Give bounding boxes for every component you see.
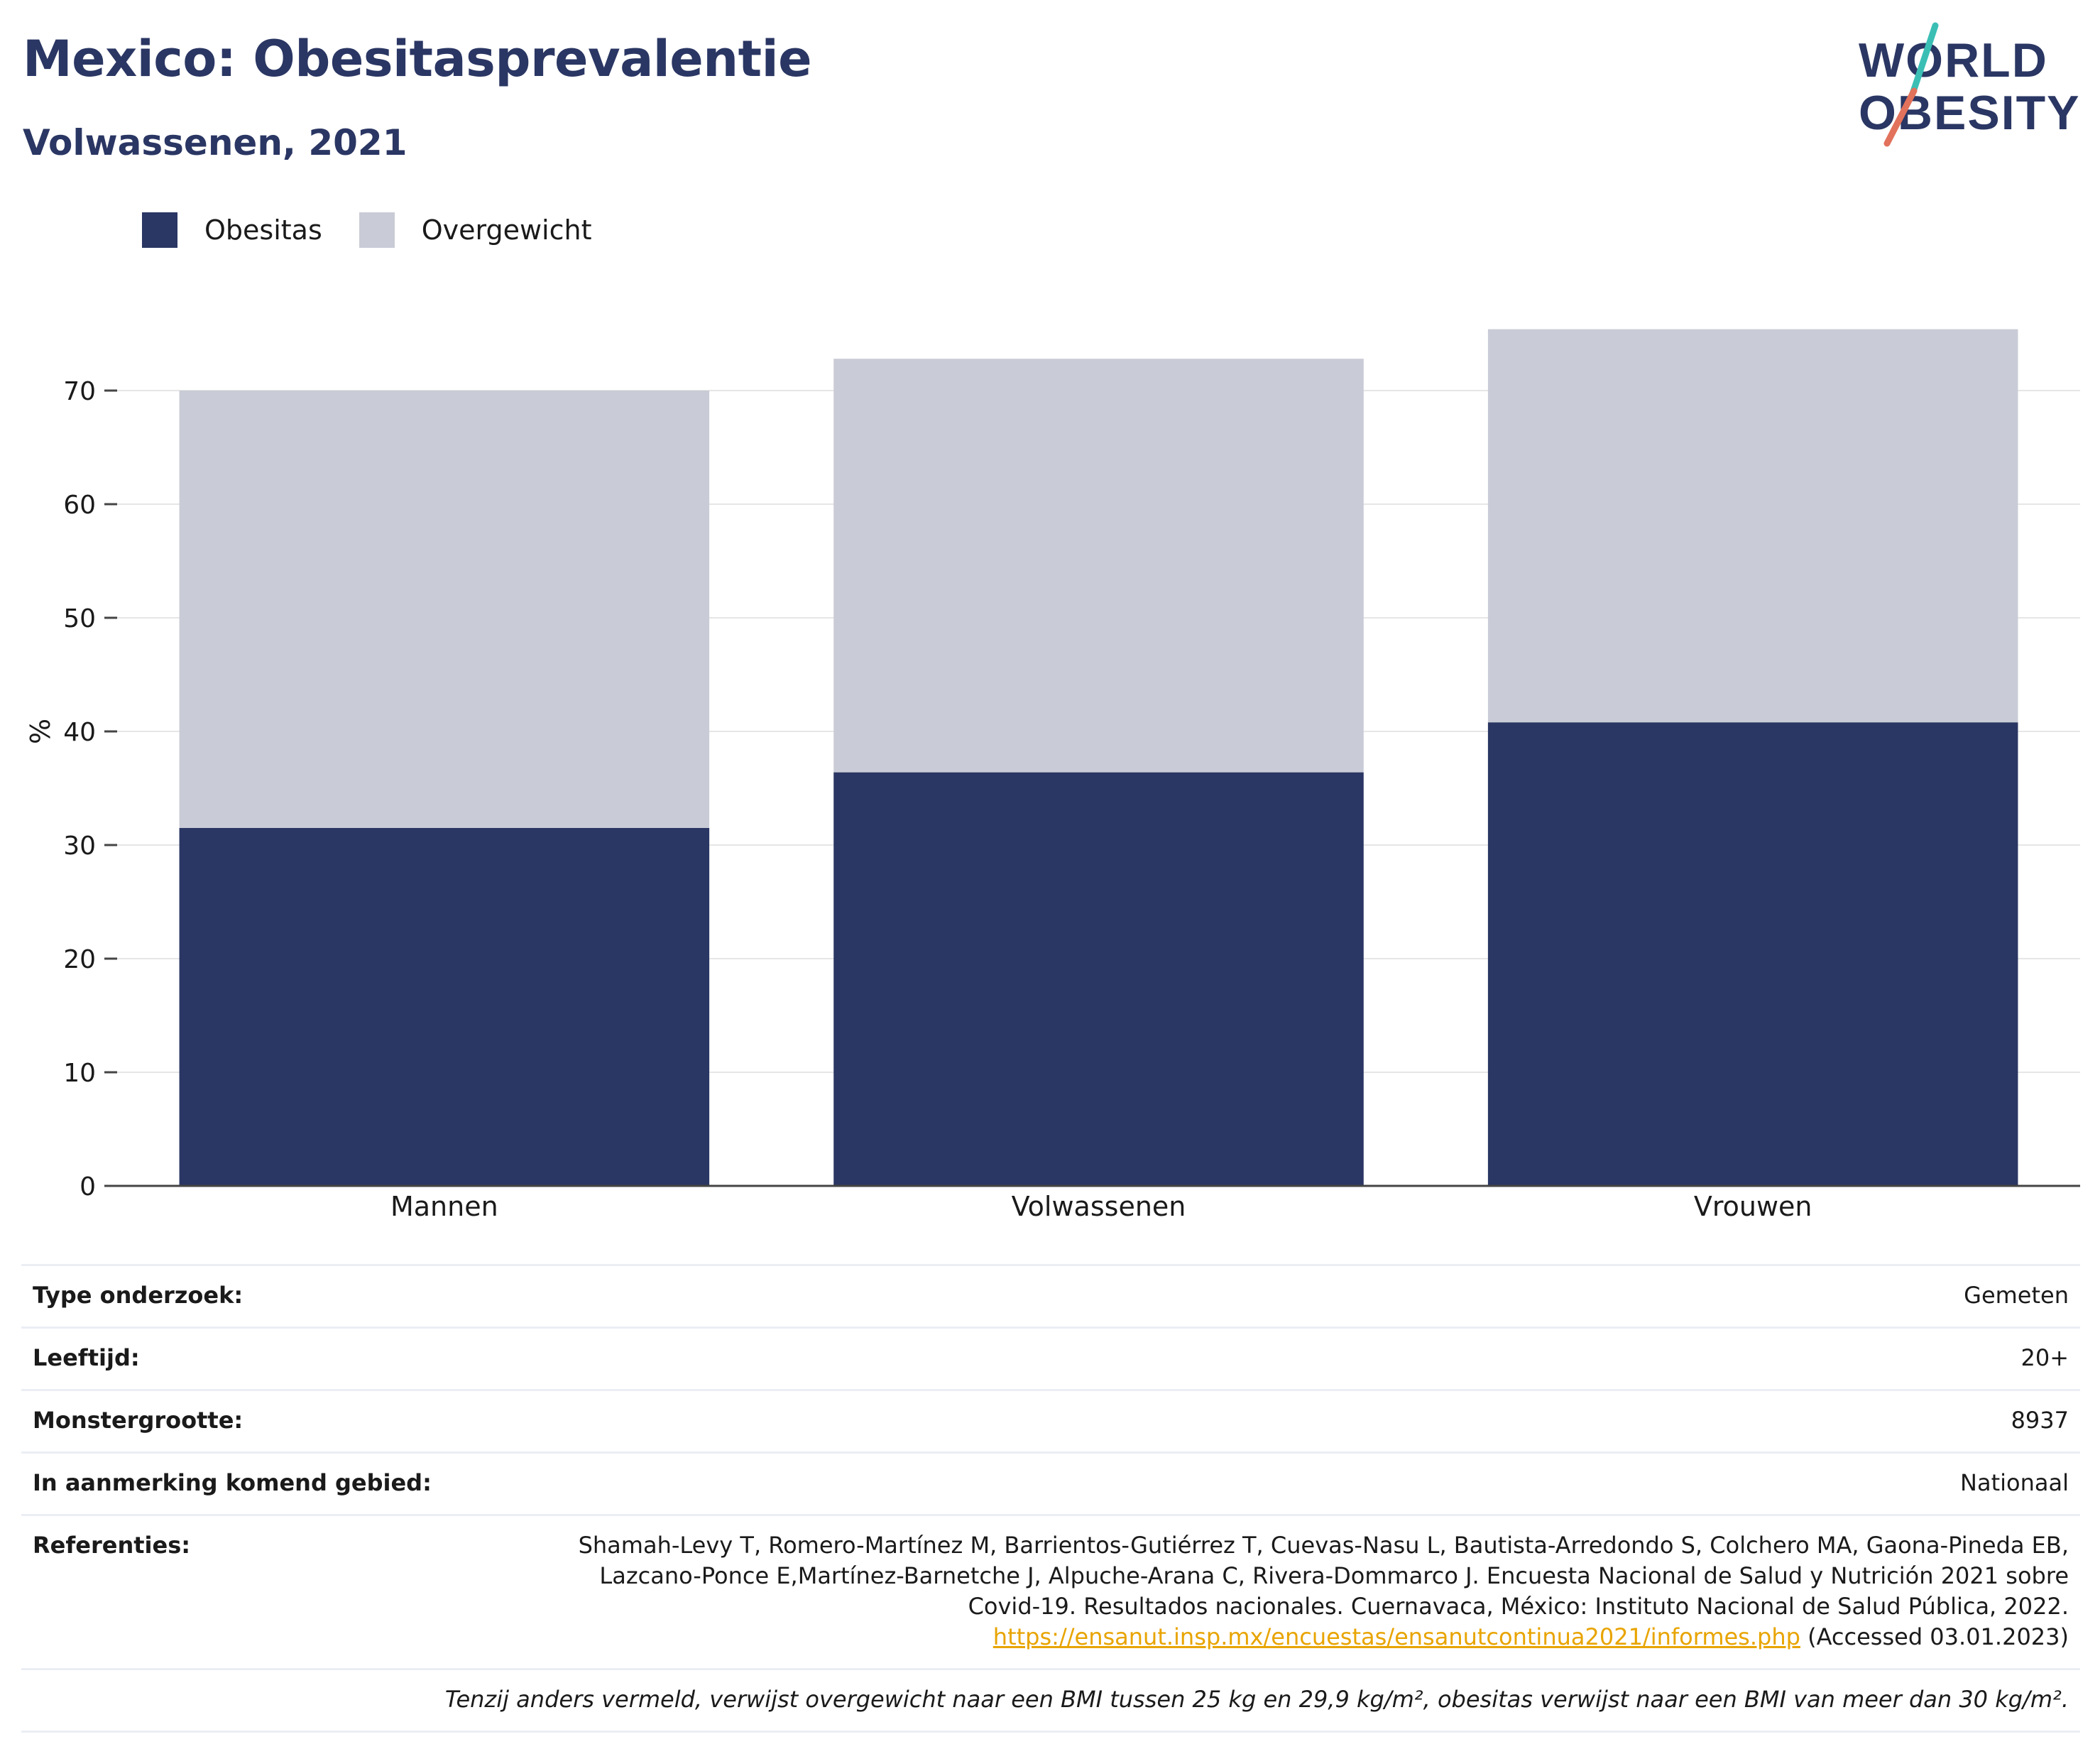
bar-obesitas-vrouwen	[1487, 722, 2018, 1186]
page-subtitle: Volwassenen, 2021	[23, 122, 408, 163]
info-value: 8937	[2011, 1407, 2069, 1434]
info-row-references: Referenties: Shamah-Levy T, Romero-Martí…	[21, 1514, 2080, 1668]
info-row-age: Leeftijd: 20+	[21, 1326, 2080, 1389]
y-tick-label: 30	[63, 832, 96, 861]
y-tick-label: 60	[63, 491, 96, 520]
x-tick-label: Vrouwen	[1694, 1191, 1812, 1221]
page-title: Mexico: Obesitasprevalentie	[23, 30, 812, 88]
x-tick-label: Mannen	[390, 1191, 498, 1221]
axes: Mannen Volwassenen Vrouwen 0 10 20 30 40 50 60 70%	[25, 377, 2080, 1221]
y-tick-label: 50	[63, 604, 96, 633]
info-row-sample-size: Monstergrootte: 8937	[21, 1389, 2080, 1451]
info-label: Type onderzoek:	[33, 1282, 244, 1309]
y-tick-label: 10	[63, 1059, 96, 1088]
world-obesity-logo: WORLD OBESITY	[1859, 22, 2079, 147]
bar-obesitas-volwassenen	[833, 772, 1364, 1186]
logo-slash-top	[1909, 22, 1939, 97]
bar-overgewicht-mannen	[179, 391, 710, 828]
reference-accessed: (Accessed 03.01.2023)	[1808, 1623, 2069, 1650]
y-tick-label: 20	[63, 945, 96, 974]
reference-link[interactable]: https://ensanut.insp.mx/encuestas/ensanu…	[992, 1623, 1800, 1650]
info-label: In aanmerking komend gebied:	[33, 1469, 432, 1496]
reference-line: Lazcano-Ponce E,Martínez-Barnetche J, Al…	[599, 1562, 2069, 1589]
y-tick-label: 40	[63, 718, 96, 747]
footnote: Tenzij anders vermeld, verwijst overgewi…	[21, 1668, 2080, 1733]
chart-legend: Obesitas Overgewicht	[142, 210, 629, 250]
info-label: Referenties:	[33, 1532, 191, 1559]
x-tick-label: Volwassenen	[1012, 1191, 1186, 1221]
stacked-bar-chart: Mannen Volwassenen Vrouwen 0 10 20 30 40 50 60 70%	[25, 329, 2080, 1221]
reference-line: Covid-19. Resultados nacionales. Cuernav…	[968, 1593, 2069, 1620]
bar-overgewicht-volwassenen	[833, 359, 1364, 773]
bars	[179, 329, 2018, 1186]
reference-text: Shamah-Levy T, Romero-Martínez M, Barrie…	[579, 1530, 2069, 1652]
reference-line: Shamah-Levy T, Romero-Martínez M, Barrie…	[578, 1532, 2069, 1559]
info-label: Leeftijd:	[33, 1344, 140, 1371]
info-value: Nationaal	[1960, 1469, 2069, 1496]
logo-slash-bottom	[1883, 87, 1918, 147]
legend-item-overgewicht[interactable]: Overgewicht	[359, 212, 592, 248]
legend-label-obesitas: Obesitas	[204, 214, 322, 246]
bar-obesitas-mannen	[179, 828, 710, 1186]
y-axis-label: %	[25, 719, 56, 744]
info-value: Gemeten	[1964, 1282, 2069, 1309]
legend-swatch-obesitas	[142, 212, 177, 248]
info-row-area: In aanmerking komend gebied: Nationaal	[21, 1451, 2080, 1514]
info-row-survey-type: Type onderzoek: Gemeten	[21, 1264, 2080, 1326]
info-value: 20+	[2020, 1344, 2069, 1371]
logo-text-world: WORLD	[1859, 33, 2048, 87]
info-label: Monstergrootte:	[33, 1407, 244, 1434]
legend-label-overgewicht: Overgewicht	[421, 214, 592, 246]
legend-item-obesitas[interactable]: Obesitas	[142, 212, 322, 248]
bar-overgewicht-vrouwen	[1487, 329, 2018, 723]
survey-info-table: Type onderzoek: Gemeten Leeftijd: 20+ Mo…	[21, 1264, 2080, 1733]
y-tick-label: 70	[63, 377, 96, 406]
legend-swatch-overgewicht	[359, 212, 395, 248]
y-tick-label: 0	[80, 1172, 96, 1202]
